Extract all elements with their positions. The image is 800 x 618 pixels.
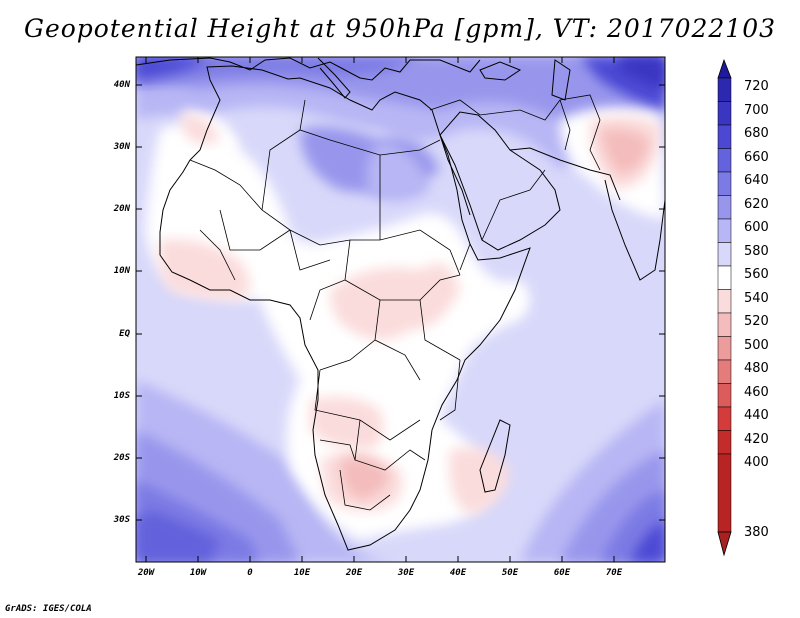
field-continent-540 [145,123,530,540]
colorbar-swatch [717,124,732,149]
colorbar-swatch [717,312,732,337]
madagascar-coast [479,419,511,493]
field-westafrica-520 [158,239,250,300]
colorbar-swatch [717,430,732,455]
africa-coast [159,65,531,551]
lon-label: 10W [189,568,207,578]
colorbar-swatch [717,406,732,431]
map-title: Geopotential Height at 950hPa [gpm], VT:… [23,14,777,43]
lat-label: 30S [113,515,130,525]
iran-coast [509,147,621,201]
colorbar-label: 520 [744,314,769,329]
red-sea [439,134,471,216]
field-ne-680 [620,57,665,90]
field-angola-520 [310,396,384,450]
colorbar-label: 580 [744,244,769,259]
lat-label: 20S [113,453,130,463]
colorbar-label: 540 [744,291,769,306]
lat-label: 10S [113,391,130,401]
lon-label: 30E [397,568,415,578]
colorbar-label: 700 [744,103,769,118]
colorbar-bottom-arrow [717,531,732,557]
grads-credit: GrADS: IGES/COLA [5,604,92,614]
field-madagascar-520 [449,447,510,515]
colorbar-label: 620 [744,197,769,212]
lat-label: 30N [113,142,130,152]
colorbar-label: 660 [744,150,769,165]
italy-coast [317,57,351,99]
colorbar-swatch [717,453,732,533]
colorbar-label: 480 [744,361,769,376]
colorbar-label: 600 [744,220,769,235]
colorbar-swatch [717,77,732,102]
lon-label: 40E [449,568,467,578]
field-sw-640 [136,510,220,562]
lat-label: 20N [113,204,130,214]
caspian-sea [551,59,571,101]
colorbar-label: 640 [744,173,769,188]
colorbar-swatch [717,242,732,267]
height-field [136,57,665,562]
colorbar-label: 460 [744,385,769,400]
field-n-620 [136,57,420,85]
lat-label: 10N [113,266,130,276]
black-sea [479,61,522,81]
colorbar-swatch [717,359,732,384]
lon-label: 0 [247,568,253,578]
lon-label: 60E [553,568,571,578]
lon-label: 10E [293,568,311,578]
colorbar-swatch [717,336,732,361]
colorbar-swatch [717,218,732,243]
colorbar-top-arrow [717,58,732,79]
colorbar-label: 420 [744,432,769,447]
colorbar-label: 560 [744,267,769,282]
field-egypt-580 [366,140,430,202]
field-se-660 [630,520,665,562]
colorbar-label: 500 [744,338,769,353]
coastlines [136,57,665,551]
colorbar-swatch [717,289,732,314]
colorbar-label: 720 [744,79,769,94]
map-frame [135,56,666,563]
colorbar-label: 680 [744,126,769,141]
europe-coast [136,57,481,81]
lon-label: 70E [605,568,623,578]
india-coast [604,179,665,281]
colorbar-swatch [717,195,732,220]
colorbar-label: 380 [744,525,769,540]
colorbar-swatch [717,101,732,126]
lat-label: EQ [119,329,130,339]
lon-label: 20W [137,568,155,578]
field-pakistan-500 [600,128,650,175]
lon-label: 50E [501,568,519,578]
arabia-coast [439,111,561,251]
colorbar [717,58,732,557]
colorbar-swatch [717,148,732,173]
field-morocco-520 [180,114,220,144]
colorbar-label: 400 [744,455,769,470]
colorbar-swatch [717,171,732,196]
country-borders [189,94,601,511]
lat-label: 40N [113,80,130,90]
colorbar-swatch [717,265,732,290]
axis-ticks [136,57,665,562]
colorbar-swatch [717,383,732,408]
colorbar-label: 440 [744,408,769,423]
lon-label: 20E [345,568,363,578]
field-central-520 [330,263,460,340]
